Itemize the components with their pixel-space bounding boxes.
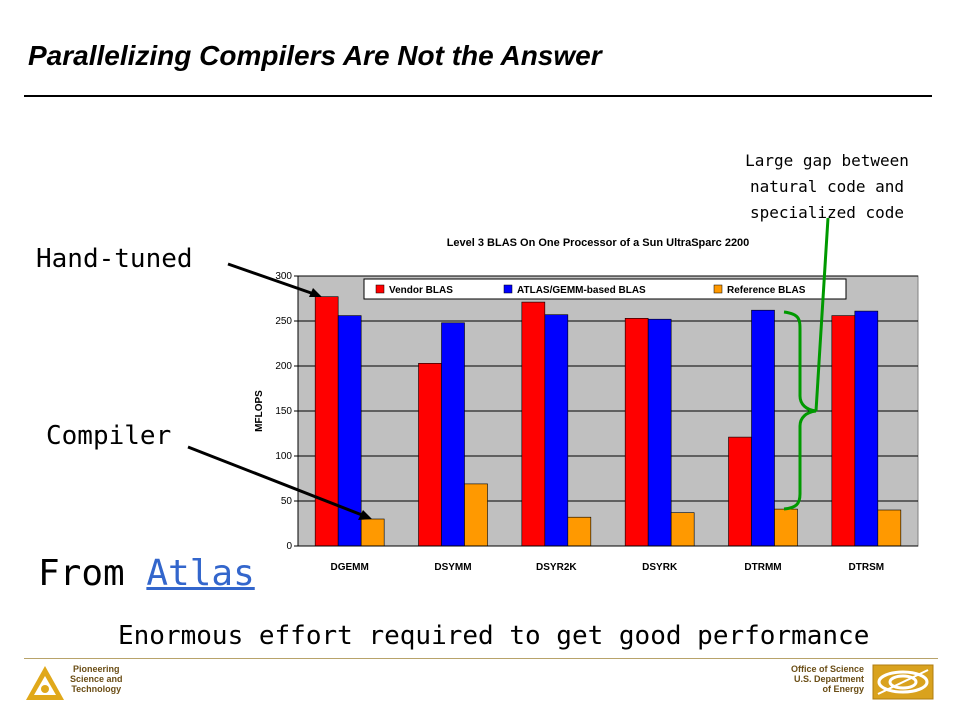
bar: [877, 509, 902, 547]
x-tick-label: DSYR2K: [536, 562, 577, 573]
slide-title: Parallelizing Compilers Are Not the Answ…: [28, 40, 602, 71]
hand-tuned-arrow: [227, 262, 315, 296]
bar: [360, 518, 385, 547]
gap-note-line: specialized code: [749, 203, 905, 222]
compiler-arrow: [187, 445, 363, 517]
x-tick-label: DTRSM: [849, 562, 885, 573]
source-prefix: From: [38, 553, 147, 594]
bar: [418, 362, 442, 547]
bar: [831, 315, 856, 547]
legend-swatch: [713, 284, 723, 294]
legend-swatch: [503, 284, 513, 294]
x-tick-label: DGEMM: [330, 562, 368, 573]
y-tick-label: 100: [275, 451, 292, 462]
y-tick-label: 150: [275, 406, 292, 417]
x-tick-label: DTRMM: [744, 562, 781, 573]
bar: [567, 516, 592, 547]
atlas-link[interactable]: Atlas: [146, 553, 255, 594]
legend-label: ATLAS/GEMM-based BLAS: [517, 285, 646, 296]
bar: [647, 318, 672, 547]
footer-left-line: Science and: [70, 674, 123, 684]
bar: [464, 483, 488, 547]
footer-left-text: Pioneering Science and Technology: [70, 664, 123, 694]
bar: [544, 314, 569, 547]
y-axis-label: MFLOPS: [254, 390, 265, 432]
source-line: From Atlas: [38, 553, 255, 594]
footer-left-line: Pioneering: [73, 664, 120, 674]
x-tick-label: DSYMM: [434, 562, 471, 573]
compiler-arrowhead: [358, 510, 372, 520]
y-tick-label: 200: [275, 361, 292, 372]
bar: [441, 322, 465, 547]
footer-left-line: Technology: [71, 684, 122, 694]
y-tick-label: 0: [286, 541, 292, 552]
chart-title: Level 3 BLAS On One Processor of a Sun U…: [447, 237, 750, 249]
gap-note: Large gap between natural code and speci…: [712, 148, 942, 226]
argonne-logo-icon: [26, 666, 64, 700]
doe-logo-icon: [872, 664, 934, 700]
legend-label: Vendor BLAS: [389, 285, 453, 296]
legend-swatch: [375, 284, 385, 294]
y-tick-label: 50: [281, 496, 293, 507]
gap-pointer-line: [814, 217, 830, 412]
bar: [728, 436, 752, 547]
legend-label: Reference BLAS: [727, 285, 806, 296]
bar: [314, 296, 339, 547]
y-tick-label: 250: [275, 316, 292, 327]
effort-statement: Enormous effort required to get good per…: [118, 621, 870, 651]
y-tick-label: 300: [275, 271, 292, 282]
title-divider: [24, 95, 932, 97]
footer-divider: [24, 658, 938, 659]
bar: [854, 310, 879, 547]
footer-right-line: of Energy: [822, 684, 864, 694]
bar: [624, 317, 649, 547]
hand-tuned-label: Hand-tuned: [36, 244, 193, 274]
hand-tuned-arrowhead: [309, 288, 322, 297]
gap-note-line: natural code and: [749, 177, 905, 196]
gap-note-line: Large gap between: [745, 151, 909, 170]
footer-right-line: Office of Science: [790, 664, 864, 674]
footer-right-text: Office of Science U.S. Department of Ene…: [791, 664, 864, 694]
x-tick-label: DSYRK: [642, 562, 678, 573]
bar: [521, 301, 546, 547]
compiler-label: Compiler: [46, 421, 172, 451]
bar: [774, 508, 798, 547]
footer-right-line: U.S. Department: [793, 674, 864, 684]
legend-box: [363, 278, 847, 300]
bar: [670, 512, 695, 547]
bar: [751, 309, 775, 547]
